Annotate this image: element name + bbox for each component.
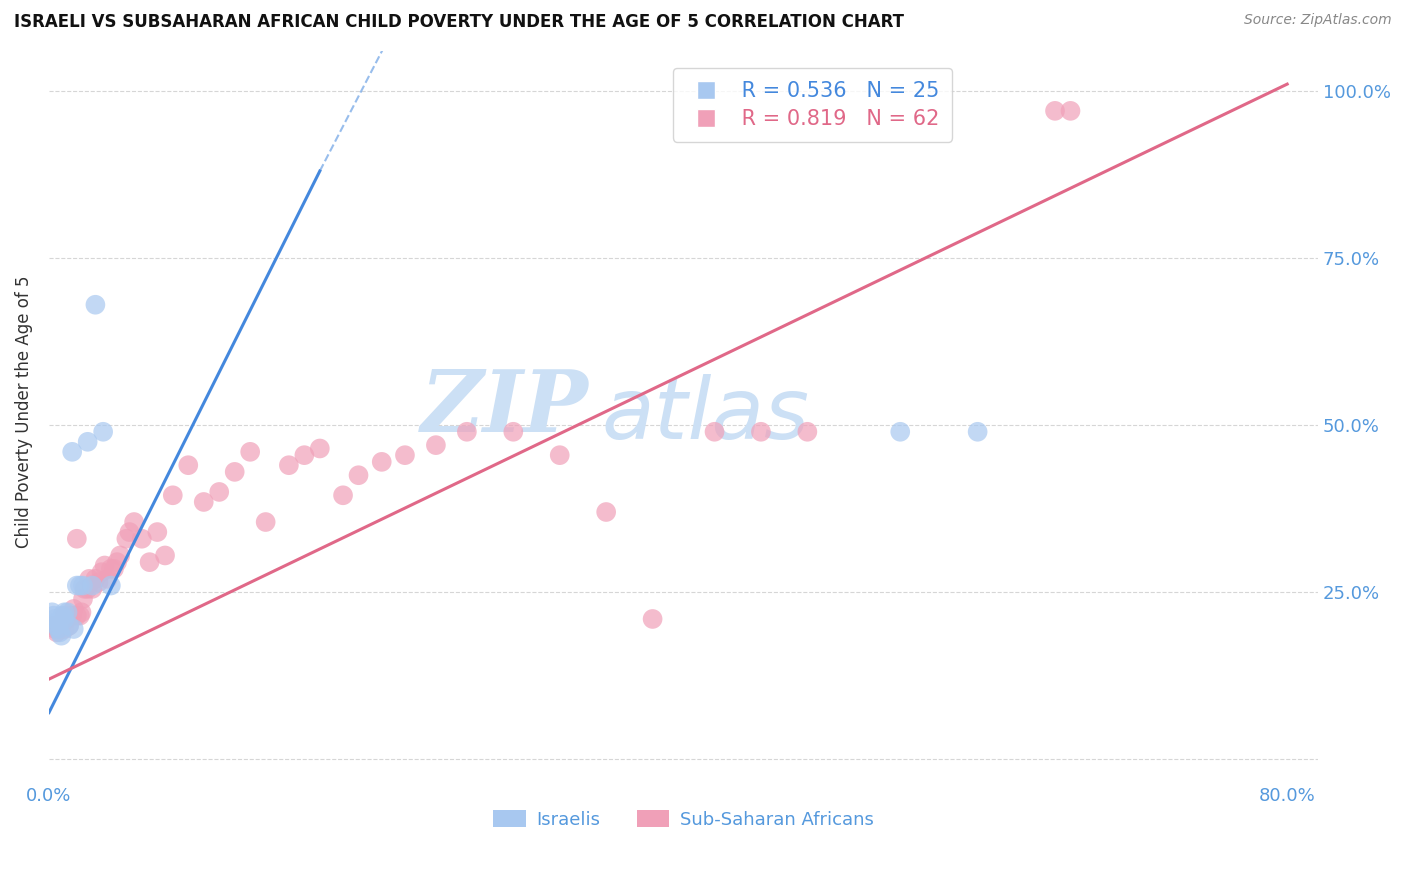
Point <box>115 532 138 546</box>
Point <box>889 425 911 439</box>
Point <box>100 562 122 576</box>
Point <box>1043 103 1066 118</box>
Point <box>46 622 69 636</box>
Point <box>138 555 160 569</box>
Point <box>66 532 89 546</box>
Point <box>208 485 231 500</box>
Point <box>56 605 79 619</box>
Point <box>548 448 571 462</box>
Point <box>84 572 107 586</box>
Point <box>456 425 478 439</box>
Point <box>69 608 91 623</box>
Point <box>277 458 299 473</box>
Y-axis label: Child Poverty Under the Age of 5: Child Poverty Under the Age of 5 <box>15 276 32 548</box>
Point <box>73 582 96 596</box>
Point <box>49 625 72 640</box>
Point <box>53 612 76 626</box>
Point <box>56 612 79 626</box>
Point <box>749 425 772 439</box>
Point <box>796 425 818 439</box>
Point <box>108 549 131 563</box>
Point <box>91 425 114 439</box>
Point <box>69 578 91 592</box>
Point <box>42 618 65 632</box>
Point <box>58 618 80 632</box>
Point <box>51 618 73 632</box>
Point <box>58 618 80 632</box>
Point <box>60 608 83 623</box>
Point <box>105 555 128 569</box>
Point <box>122 515 145 529</box>
Point <box>41 605 63 619</box>
Point <box>44 612 66 626</box>
Point <box>193 495 215 509</box>
Point <box>146 524 169 539</box>
Point <box>97 572 120 586</box>
Point <box>347 468 370 483</box>
Point <box>72 591 94 606</box>
Point <box>966 425 988 439</box>
Point <box>44 622 66 636</box>
Text: Source: ZipAtlas.com: Source: ZipAtlas.com <box>1244 13 1392 28</box>
Point <box>45 615 67 630</box>
Point <box>103 562 125 576</box>
Point <box>53 608 76 623</box>
Point <box>641 612 664 626</box>
Point <box>45 618 67 632</box>
Point <box>62 622 84 636</box>
Point <box>77 572 100 586</box>
Point <box>162 488 184 502</box>
Point <box>70 605 93 619</box>
Point <box>131 532 153 546</box>
Point <box>394 448 416 462</box>
Point <box>52 608 75 623</box>
Point <box>239 445 262 459</box>
Text: atlas: atlas <box>600 374 808 457</box>
Point <box>66 578 89 592</box>
Point <box>82 578 104 592</box>
Point <box>332 488 354 502</box>
Point <box>93 558 115 573</box>
Point <box>90 565 112 579</box>
Point <box>62 602 84 616</box>
Point <box>292 448 315 462</box>
Text: ISRAELI VS SUBSAHARAN AFRICAN CHILD POVERTY UNDER THE AGE OF 5 CORRELATION CHART: ISRAELI VS SUBSAHARAN AFRICAN CHILD POVE… <box>14 13 904 31</box>
Point <box>371 455 394 469</box>
Point <box>51 629 73 643</box>
Point <box>1059 103 1081 118</box>
Point <box>153 549 176 563</box>
Point <box>254 515 277 529</box>
Point <box>84 298 107 312</box>
Point <box>42 608 65 623</box>
Point <box>46 622 69 636</box>
Point <box>76 434 98 449</box>
Point <box>53 622 76 636</box>
Point <box>425 438 447 452</box>
Point <box>72 578 94 592</box>
Point <box>502 425 524 439</box>
Point <box>118 524 141 539</box>
Point <box>53 605 76 619</box>
Point <box>595 505 617 519</box>
Point <box>87 575 110 590</box>
Point <box>59 608 82 623</box>
Point <box>76 582 98 596</box>
Point <box>703 425 725 439</box>
Point <box>308 442 330 456</box>
Point <box>224 465 246 479</box>
Point <box>100 578 122 592</box>
Text: ZIP: ZIP <box>420 367 588 450</box>
Legend: Israelis, Sub-Saharan Africans: Israelis, Sub-Saharan Africans <box>486 803 882 836</box>
Point <box>60 445 83 459</box>
Point <box>177 458 200 473</box>
Point <box>82 582 104 596</box>
Point <box>66 608 89 623</box>
Point <box>45 625 67 640</box>
